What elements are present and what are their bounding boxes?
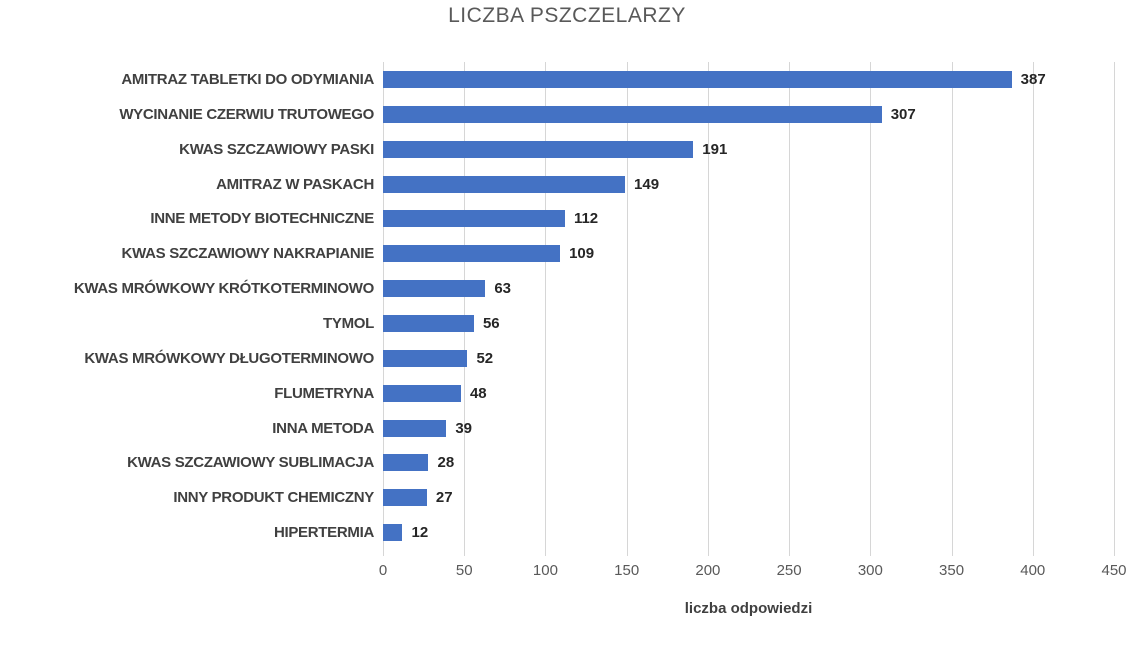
category-label: FLUMETRYNA	[274, 384, 374, 402]
category-label: INNE METODY BIOTECHNICZNE	[150, 210, 374, 228]
bar-track: 387	[383, 62, 1114, 97]
bar-row: HIPERTERMIA 12	[0, 515, 1114, 550]
bar	[383, 384, 461, 402]
category-label: KWAS SZCZAWIOWY SUBLIMACJA	[127, 454, 374, 472]
bar	[383, 175, 626, 193]
value-label: 39	[455, 419, 473, 437]
value-label: 28	[437, 454, 455, 472]
value-label: 27	[435, 489, 453, 507]
bar-row: INNA METODA 39	[0, 411, 1114, 446]
bar-track: 63	[383, 271, 1114, 306]
category-label: AMITRAZ TABLETKI DO ODYMIANIA	[121, 70, 374, 88]
category-label: AMITRAZ W PASKACH	[216, 175, 374, 193]
category-label: KWAS SZCZAWIOWY NAKRAPIANIE	[121, 245, 375, 263]
x-tick-label: 350	[939, 562, 965, 579]
value-label: 109	[569, 245, 595, 263]
value-label: 56	[482, 314, 500, 332]
x-tick-label: 250	[776, 562, 802, 579]
bar-row: KWAS SZCZAWIOWY SUBLIMACJA 28	[0, 445, 1114, 480]
value-label: 52	[476, 349, 494, 367]
bar-track: 27	[383, 480, 1114, 515]
bar	[383, 105, 882, 123]
bar-row: KWAS MRÓWKOWY DŁUGOTERMINOWO 52	[0, 341, 1114, 376]
bar-row: KWAS MRÓWKOWY KRÓTKOTERMINOWO 63	[0, 271, 1114, 306]
bar-row: KWAS SZCZAWIOWY PASKI 191	[0, 132, 1114, 167]
gridline	[870, 62, 872, 556]
value-label: 112	[573, 210, 599, 228]
x-tick-label: 200	[695, 562, 721, 579]
bar-rows: AMITRAZ TABLETKI DO ODYMIANIA 387 WYCINANI…	[0, 62, 1114, 550]
chart-title: LICZBA PSZCZELARZY	[448, 4, 686, 27]
x-tick-label: 300	[857, 562, 883, 579]
gridline	[383, 62, 384, 556]
bar	[383, 245, 561, 263]
bar-row: KWAS SZCZAWIOWY NAKRAPIANIE 109	[0, 236, 1114, 271]
value-label: 149	[634, 175, 660, 193]
plot-area	[383, 62, 1115, 556]
gridline	[951, 62, 953, 556]
bar	[383, 489, 427, 507]
bar	[383, 140, 694, 158]
gridline	[626, 62, 628, 556]
bar	[383, 349, 468, 367]
x-axis-title: liczba odpowiedzi	[684, 600, 813, 617]
bar-track: 307	[383, 97, 1114, 132]
value-label: 387	[1020, 70, 1046, 88]
x-tick-label: 400	[1020, 562, 1046, 579]
category-label: KWAS SZCZAWIOWY PASKI	[179, 140, 374, 158]
bar-track: 28	[383, 445, 1114, 480]
x-tick-label: 150	[614, 562, 640, 579]
bar-track: 149	[383, 167, 1114, 202]
value-label: 48	[469, 384, 487, 402]
bar	[383, 280, 486, 298]
value-label: 191	[702, 140, 728, 158]
value-label: 12	[411, 524, 429, 542]
category-label: KWAS MRÓWKOWY KRÓTKOTERMINOWO	[73, 280, 374, 298]
bar-track: 56	[383, 306, 1114, 341]
category-label: KWAS MRÓWKOWY DŁUGOTERMINOWO	[84, 349, 374, 367]
bar-row: INNY PRODUKT CHEMICZNY 27	[0, 480, 1114, 515]
x-tick-label: 450	[1101, 562, 1127, 579]
bar-track: 52	[383, 341, 1114, 376]
bar-track: 112	[383, 201, 1114, 236]
bar	[383, 419, 447, 437]
bar-track: 48	[383, 376, 1114, 411]
bar-row: AMITRAZ W PASKACH 149	[0, 167, 1114, 202]
bar-track: 109	[383, 236, 1114, 271]
x-tick-label: 50	[455, 562, 473, 579]
gridline	[1114, 62, 1115, 556]
category-label: INNY PRODUKT CHEMICZNY	[173, 489, 374, 507]
category-label: HIPERTERMIA	[273, 524, 374, 542]
category-label: WYCINANIE CZERWIU TRUTOWEGO	[119, 105, 374, 123]
gridline	[545, 62, 547, 556]
bar	[383, 70, 1012, 88]
bar-row: WYCINANIE CZERWIU TRUTOWEGO 307	[0, 97, 1114, 132]
bar	[383, 314, 474, 332]
gridline	[1032, 62, 1034, 556]
value-label: 63	[494, 280, 512, 298]
gridline	[789, 62, 791, 556]
bar-row: FLUMETRYNA 48	[0, 376, 1114, 411]
category-label: TYMOL	[323, 314, 374, 332]
value-label: 307	[890, 105, 916, 123]
x-tick-label: 0	[378, 562, 388, 579]
bar-track: 191	[383, 132, 1114, 167]
x-tick-label: 100	[532, 562, 558, 579]
gridline	[707, 62, 709, 556]
bar	[383, 210, 565, 228]
bar-track: 12	[383, 515, 1114, 550]
bar-row: TYMOL 56	[0, 306, 1114, 341]
category-label: INNA METODA	[272, 419, 374, 437]
x-axis: 0 50 100 150 200 250 300 350 400 450	[379, 562, 1127, 584]
bar-track: 39	[383, 411, 1114, 446]
bar-row: INNE METODY BIOTECHNICZNE 112	[0, 201, 1114, 236]
bar	[383, 524, 403, 542]
gridline	[464, 62, 466, 556]
bar-row: AMITRAZ TABLETKI DO ODYMIANIA 387	[0, 62, 1114, 97]
bar	[383, 454, 429, 472]
